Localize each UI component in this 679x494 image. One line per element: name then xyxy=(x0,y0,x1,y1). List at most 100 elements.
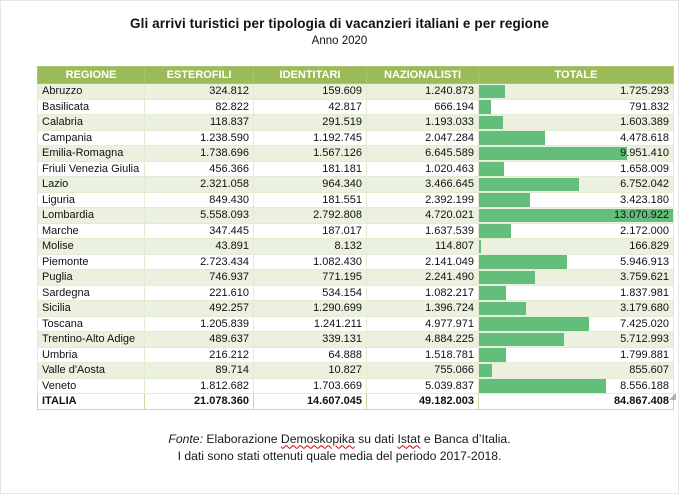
total-value: 9.951.410 xyxy=(620,147,669,160)
region-cell: Sicilia xyxy=(37,300,145,317)
table-row: Piemonte 2.723.434 1.082.430 2.141.049 5.946… xyxy=(37,253,674,270)
totale-cell: 1.603.389 xyxy=(478,114,674,131)
nazionalisti-cell: 1.020.463 xyxy=(366,160,479,177)
total-value: 166.829 xyxy=(629,240,669,253)
region-cell: Veneto xyxy=(37,377,145,394)
total-data-bar xyxy=(479,115,503,129)
esterofili-cell: 43.891 xyxy=(144,238,254,255)
nazionalisti-cell: 2.047.284 xyxy=(366,129,479,146)
identitari-cell: 8.132 xyxy=(253,238,367,255)
region-cell: Basilicata xyxy=(37,98,145,115)
identitari-cell: 339.131 xyxy=(253,331,367,348)
table-row: Friuli Venezia Giulia 456.366 181.181 1.020… xyxy=(37,160,674,177)
table-row: ITALIA 21.078.360 14.607.045 49.182.003 84.8… xyxy=(37,393,674,410)
esterofili-cell: 216.212 xyxy=(144,346,254,363)
total-value: 3.423.180 xyxy=(620,193,669,206)
total-data-bar xyxy=(479,193,530,207)
esterofili-cell: 746.937 xyxy=(144,269,254,286)
total-value: 1.725.293 xyxy=(620,85,669,98)
esterofili-cell: 89.714 xyxy=(144,362,254,379)
table-row: Sardegna 221.610 534.154 1.082.217 1.837.981 xyxy=(37,284,674,301)
region-cell: Valle d'Aosta xyxy=(37,362,145,379)
identitari-cell: 291.519 xyxy=(253,114,367,131)
total-data-bar xyxy=(479,255,568,269)
total-data-bar xyxy=(479,208,673,222)
totale-cell: 13.070.922 xyxy=(478,207,674,224)
misspelled-word: Demoskopika xyxy=(280,431,355,446)
esterofili-cell: 849.430 xyxy=(144,191,254,208)
esterofili-cell: 21.078.360 xyxy=(144,393,254,410)
nazionalisti-cell: 1.518.781 xyxy=(366,346,479,363)
totale-cell: 166.829 xyxy=(478,238,674,255)
region-cell: Campania xyxy=(37,129,145,146)
identitari-cell: 1.703.669 xyxy=(253,377,367,394)
esterofili-cell: 2.321.058 xyxy=(144,176,254,193)
identitari-cell: 964.340 xyxy=(253,176,367,193)
region-cell: Liguria xyxy=(37,191,145,208)
resize-handle[interactable] xyxy=(669,393,676,400)
total-value: 791.832 xyxy=(629,100,669,113)
totale-cell: 8.556.188 xyxy=(478,377,674,394)
totale-cell: 1.658.009 xyxy=(478,160,674,177)
total-value: 84.867.408 xyxy=(613,395,669,408)
region-cell: Marche xyxy=(37,222,145,239)
nazionalisti-cell: 3.466.645 xyxy=(366,176,479,193)
col-header-regione: REGIONE xyxy=(37,66,145,84)
region-cell: Molise xyxy=(37,238,145,255)
total-data-bar xyxy=(479,286,507,300)
nazionalisti-cell: 1.240.873 xyxy=(366,83,479,100)
total-data-bar xyxy=(479,100,491,114)
nazionalisti-cell: 4.884.225 xyxy=(366,331,479,348)
footer-text: Fonte: xyxy=(168,431,203,446)
region-cell: Puglia xyxy=(37,269,145,286)
identitari-cell: 181.181 xyxy=(253,160,367,177)
footer: Fonte: Elaborazione Demoskopika su dati … xyxy=(1,431,678,465)
region-cell: Lombardia xyxy=(37,207,145,224)
table-row: Umbria 216.212 64.888 1.518.781 1.799.881 xyxy=(37,346,674,363)
table-row: Emilia-Romagna 1.738.696 1.567.126 6.645.58… xyxy=(37,145,674,162)
identitari-cell: 42.817 xyxy=(253,98,367,115)
esterofili-cell: 82.822 xyxy=(144,98,254,115)
col-header-esterofili: ESTEROFILI xyxy=(144,66,254,84)
page-title: Gli arrivi turistici per tipologia di va… xyxy=(130,16,549,31)
total-data-bar xyxy=(479,317,590,331)
total-value: 4.478.618 xyxy=(620,131,669,144)
totale-cell: 791.832 xyxy=(478,98,674,115)
total-data-bar xyxy=(479,270,535,284)
table-row: Basilicata 82.822 42.817 666.194 791.832 xyxy=(37,98,674,115)
esterofili-cell: 1.812.682 xyxy=(144,377,254,394)
region-cell: Friuli Venezia Giulia xyxy=(37,160,145,177)
total-value: 6.752.042 xyxy=(620,178,669,191)
total-value: 1.837.981 xyxy=(620,286,669,299)
table-row: Lombardia 5.558.093 2.792.808 4.720.021 13.0… xyxy=(37,207,674,224)
esterofili-cell: 1.205.839 xyxy=(144,315,254,332)
identitari-cell: 534.154 xyxy=(253,284,367,301)
identitari-cell: 181.551 xyxy=(253,191,367,208)
nazionalisti-cell: 6.645.589 xyxy=(366,145,479,162)
nazionalisti-cell: 2.141.049 xyxy=(366,253,479,270)
totale-cell: 9.951.410 xyxy=(478,145,674,162)
totale-cell: 2.172.000 xyxy=(478,222,674,239)
page-subtitle: Anno 2020 xyxy=(311,35,368,47)
total-data-bar xyxy=(479,162,504,176)
totale-cell: 855.607 xyxy=(478,362,674,379)
table-row: Abruzzo 324.812 159.609 1.240.873 1.725.293 xyxy=(37,83,674,100)
total-value: 5.712.993 xyxy=(620,333,669,346)
identitari-cell: 1.290.699 xyxy=(253,300,367,317)
esterofili-cell: 221.610 xyxy=(144,284,254,301)
table-row: Valle d'Aosta 89.714 10.827 755.066 855.607 xyxy=(37,362,674,379)
total-data-bar xyxy=(479,146,627,160)
nazionalisti-cell: 2.241.490 xyxy=(366,269,479,286)
totale-cell: 7.425.020 xyxy=(478,315,674,332)
table-row: Molise 43.891 8.132 114.807 166.829 xyxy=(37,238,674,255)
footer-line-1: Fonte: Elaborazione Demoskopika su dati … xyxy=(1,431,678,448)
identitari-cell: 10.827 xyxy=(253,362,367,379)
nazionalisti-cell: 1.396.724 xyxy=(366,300,479,317)
totale-cell: 3.423.180 xyxy=(478,191,674,208)
footer-text: Elaborazione xyxy=(202,431,281,446)
region-cell: Calabria xyxy=(37,114,145,131)
nazionalisti-cell: 5.039.837 xyxy=(366,377,479,394)
nazionalisti-cell: 666.194 xyxy=(366,98,479,115)
identitari-cell: 1.082.430 xyxy=(253,253,367,270)
total-value: 7.425.020 xyxy=(620,317,669,330)
